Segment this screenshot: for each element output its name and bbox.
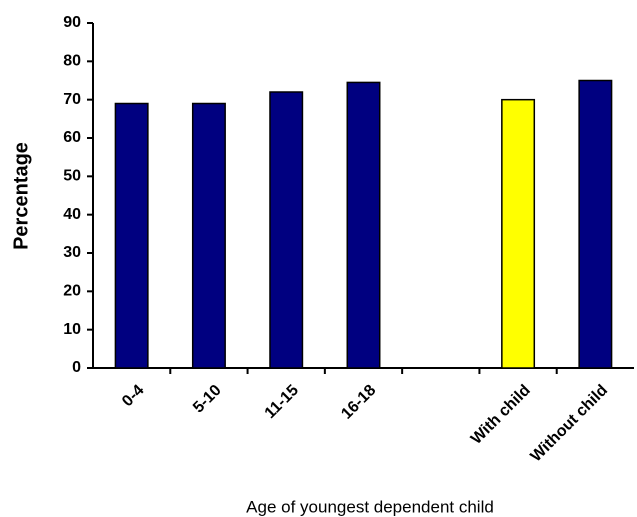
y-tick-label: 80 bbox=[63, 53, 81, 70]
x-tick-label: 16-18 bbox=[338, 382, 379, 423]
bar bbox=[269, 91, 304, 369]
y-tick-label: 20 bbox=[63, 283, 81, 300]
x-tick-label: 11-15 bbox=[262, 382, 302, 422]
y-tick-label: 0 bbox=[72, 359, 81, 376]
bar bbox=[346, 81, 381, 369]
y-tick-label: 30 bbox=[63, 244, 81, 261]
y-tick-label: 90 bbox=[63, 14, 81, 31]
x-tick-label: With child bbox=[468, 382, 534, 448]
bar bbox=[501, 98, 536, 369]
y-tick-label: 40 bbox=[63, 206, 81, 223]
y-axis-label: Percentage bbox=[10, 142, 32, 250]
bar bbox=[114, 102, 149, 369]
x-axis-label: Age of youngest dependent child bbox=[246, 497, 494, 516]
y-tick-label: 10 bbox=[63, 321, 81, 338]
x-tick-label: 5-10 bbox=[190, 382, 225, 417]
y-tick-label: 70 bbox=[63, 91, 81, 108]
bar bbox=[578, 79, 613, 369]
x-tick-label: 0-4 bbox=[119, 382, 147, 410]
y-tick-label: 50 bbox=[63, 168, 81, 185]
y-tick-label: 60 bbox=[63, 129, 81, 146]
bar bbox=[191, 102, 226, 369]
x-tick-label: Without child bbox=[528, 382, 612, 466]
